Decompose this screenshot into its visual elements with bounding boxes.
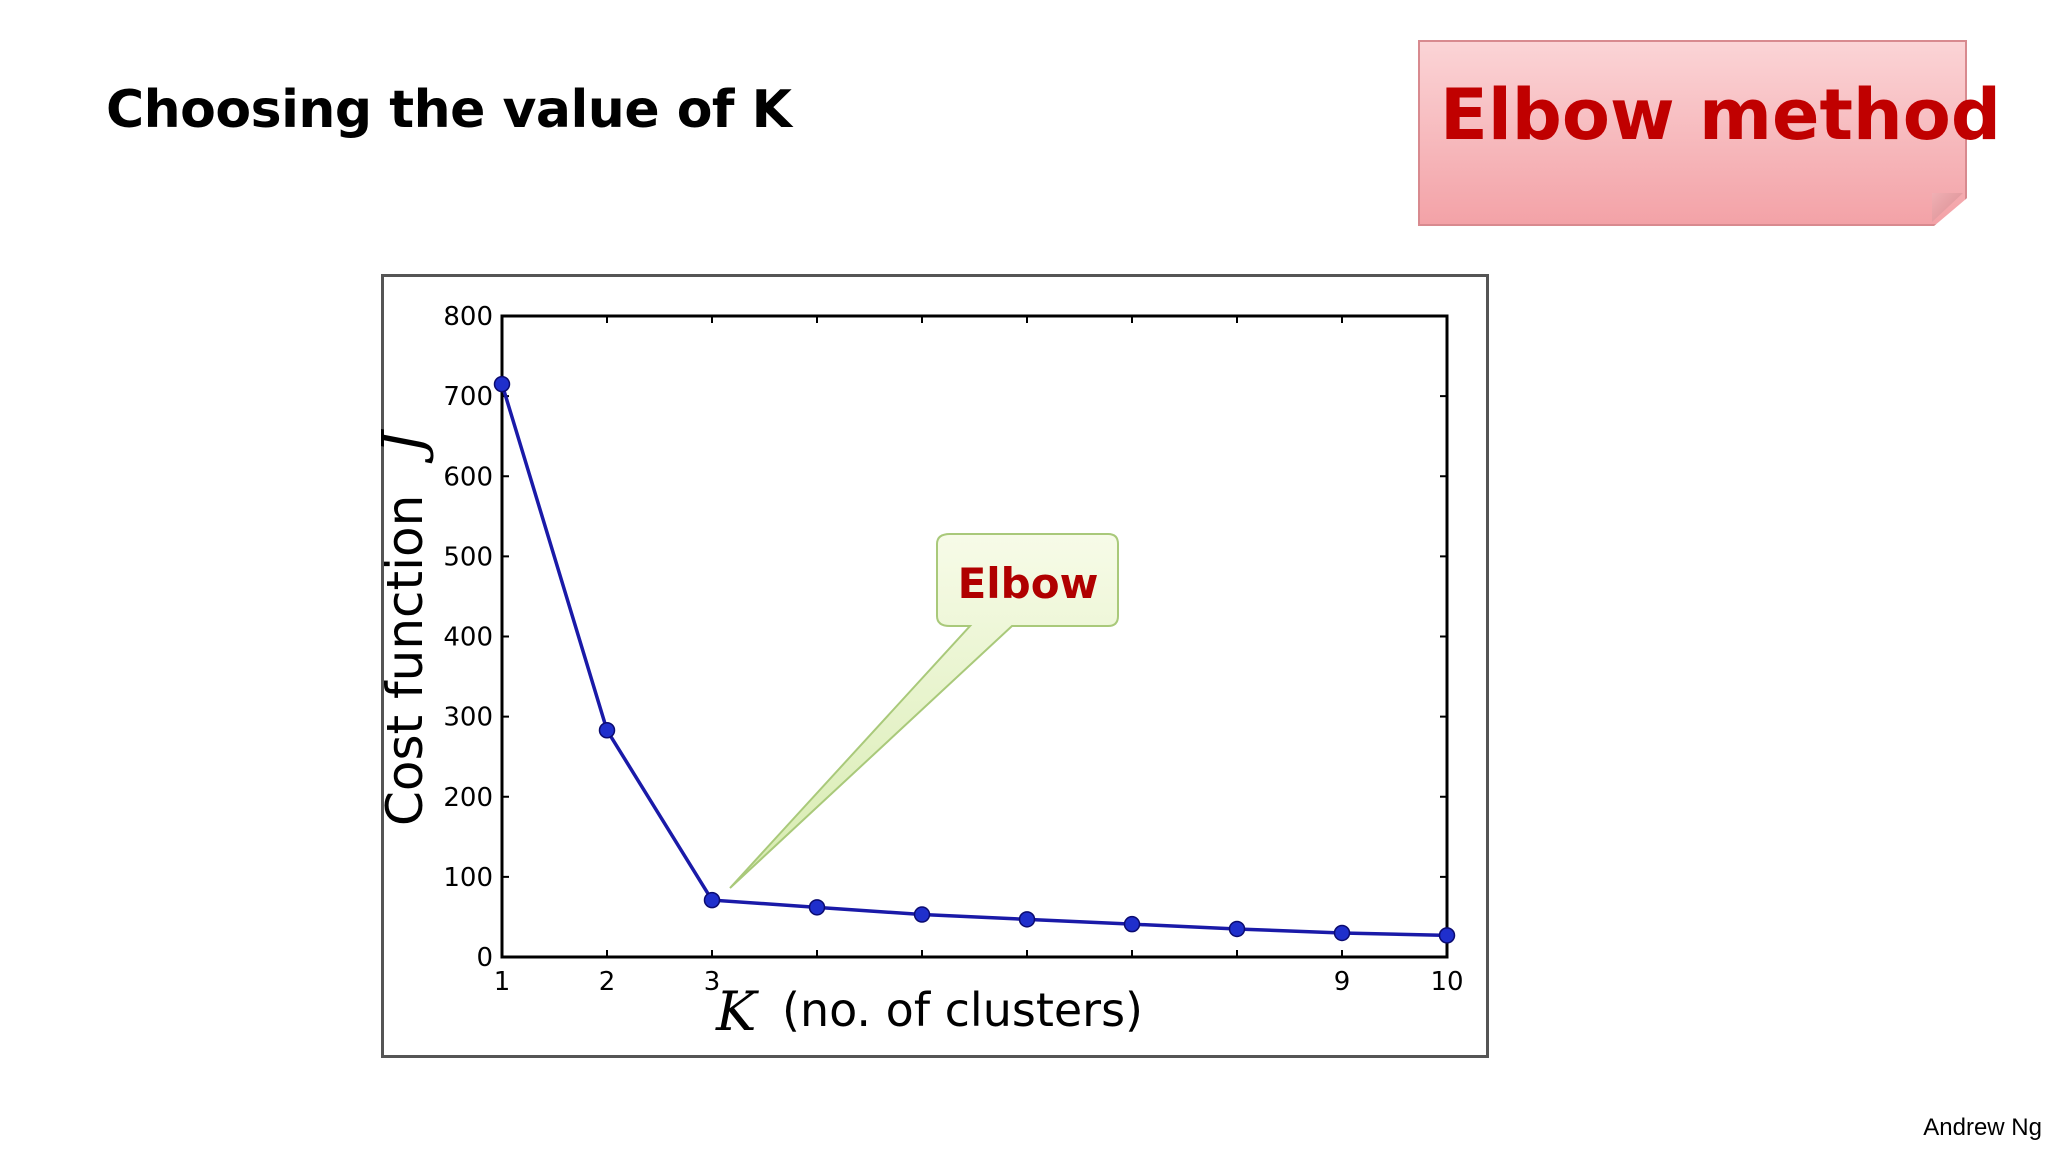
y-tick-label: 600 bbox=[443, 462, 493, 492]
y-tick-label: 400 bbox=[443, 623, 493, 653]
data-point bbox=[1333, 924, 1351, 942]
elbow-annotation-label: Elbow bbox=[958, 559, 1099, 608]
y-tick-label: 800 bbox=[443, 302, 493, 332]
data-point bbox=[1228, 920, 1246, 938]
data-point bbox=[493, 375, 511, 393]
data-point bbox=[1018, 911, 1036, 928]
elbow-annotation-bubble bbox=[729, 533, 1119, 889]
author-credit: Andrew Ng bbox=[1923, 1114, 2042, 1141]
data-point bbox=[913, 906, 931, 923]
y-axis-label-symbol: J bbox=[371, 428, 436, 464]
x-tick-label: 9 bbox=[1334, 967, 1351, 997]
slide-title: Choosing the value of K bbox=[106, 80, 792, 140]
data-point bbox=[598, 721, 616, 739]
y-axis-label: Cost function J bbox=[371, 428, 436, 826]
y-tick-label: 500 bbox=[443, 542, 493, 572]
x-tick-label: 10 bbox=[1430, 967, 1463, 997]
data-point bbox=[1123, 915, 1141, 933]
data-point bbox=[1438, 927, 1456, 944]
x-axis-label-symbol: K bbox=[715, 980, 759, 1043]
y-tick-label: 700 bbox=[443, 382, 493, 412]
x-tick-label: 3 bbox=[704, 967, 721, 997]
x-tick-label: 2 bbox=[599, 967, 616, 997]
data-point bbox=[808, 899, 826, 916]
y-tick-label: 300 bbox=[443, 703, 493, 733]
y-tick-label: 0 bbox=[476, 943, 493, 973]
x-tick-label: 1 bbox=[494, 967, 511, 997]
y-tick-label: 100 bbox=[443, 863, 493, 893]
callout-text: Elbow method bbox=[1440, 74, 2001, 156]
cost-series-line bbox=[500, 383, 1448, 938]
x-axis-label-text: (no. of clusters) bbox=[782, 983, 1143, 1037]
data-point bbox=[703, 891, 721, 909]
y-axis-label-text: Cost function bbox=[376, 495, 434, 826]
y-tick-label: 200 bbox=[443, 783, 493, 813]
elbow-method-callout bbox=[1418, 40, 1967, 226]
